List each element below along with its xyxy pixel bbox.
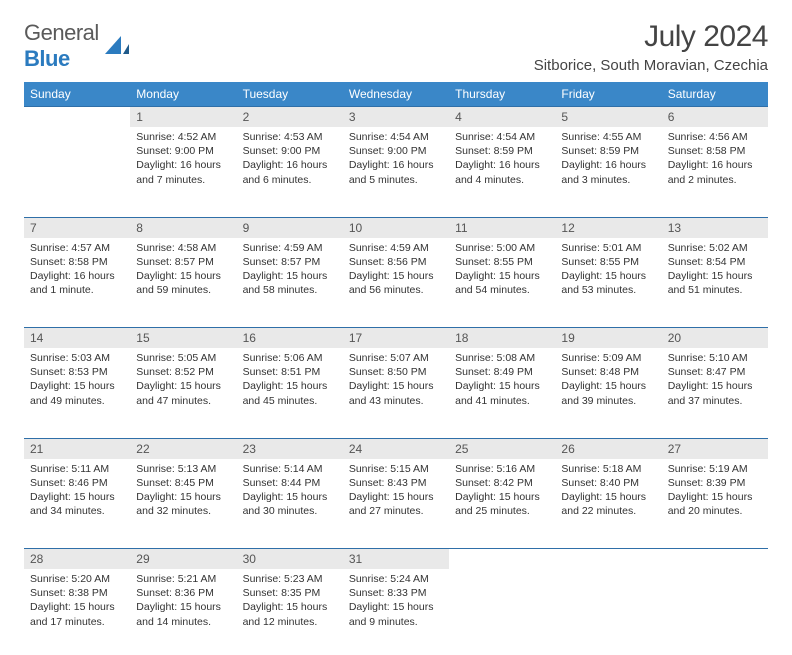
day-number-row: 21222324252627 <box>24 438 768 459</box>
day-detail-cell: Sunrise: 5:20 AMSunset: 8:38 PMDaylight:… <box>24 569 130 655</box>
weekday-header: Wednesday <box>343 82 449 107</box>
day-detail-cell <box>555 569 661 655</box>
day-number-cell: 31 <box>343 549 449 570</box>
day-detail-cell: Sunrise: 5:11 AMSunset: 8:46 PMDaylight:… <box>24 459 130 545</box>
day-detail-cell: Sunrise: 5:02 AMSunset: 8:54 PMDaylight:… <box>662 238 768 324</box>
weekday-header: Thursday <box>449 82 555 107</box>
day-detail-row: Sunrise: 5:20 AMSunset: 8:38 PMDaylight:… <box>24 569 768 655</box>
day-detail-cell: Sunrise: 5:18 AMSunset: 8:40 PMDaylight:… <box>555 459 661 545</box>
day-detail-cell: Sunrise: 5:13 AMSunset: 8:45 PMDaylight:… <box>130 459 236 545</box>
day-number-cell: 16 <box>237 328 343 349</box>
day-detail-cell: Sunrise: 5:05 AMSunset: 8:52 PMDaylight:… <box>130 348 236 434</box>
day-detail-cell: Sunrise: 5:15 AMSunset: 8:43 PMDaylight:… <box>343 459 449 545</box>
calendar-table: Sunday Monday Tuesday Wednesday Thursday… <box>24 82 768 655</box>
day-number-cell <box>449 549 555 570</box>
day-number-cell: 17 <box>343 328 449 349</box>
day-number-cell: 14 <box>24 328 130 349</box>
day-number-cell: 3 <box>343 107 449 128</box>
brand-logo: General Blue <box>24 20 131 72</box>
day-number-cell: 10 <box>343 217 449 238</box>
day-number-cell <box>555 549 661 570</box>
day-detail-cell: Sunrise: 5:08 AMSunset: 8:49 PMDaylight:… <box>449 348 555 434</box>
day-detail-cell: Sunrise: 5:21 AMSunset: 8:36 PMDaylight:… <box>130 569 236 655</box>
day-number-cell: 18 <box>449 328 555 349</box>
month-title: July 2024 <box>534 20 768 54</box>
day-number-cell: 11 <box>449 217 555 238</box>
day-number-cell: 30 <box>237 549 343 570</box>
day-number-cell: 1 <box>130 107 236 128</box>
day-detail-cell: Sunrise: 5:23 AMSunset: 8:35 PMDaylight:… <box>237 569 343 655</box>
day-number-cell: 15 <box>130 328 236 349</box>
day-detail-row: Sunrise: 4:57 AMSunset: 8:58 PMDaylight:… <box>24 238 768 324</box>
day-number-cell: 28 <box>24 549 130 570</box>
location-text: Sitborice, South Moravian, Czechia <box>534 57 768 74</box>
day-detail-cell: Sunrise: 4:57 AMSunset: 8:58 PMDaylight:… <box>24 238 130 324</box>
day-detail-cell: Sunrise: 5:01 AMSunset: 8:55 PMDaylight:… <box>555 238 661 324</box>
day-number-cell: 5 <box>555 107 661 128</box>
day-detail-cell <box>662 569 768 655</box>
weekday-header: Friday <box>555 82 661 107</box>
day-detail-cell: Sunrise: 5:00 AMSunset: 8:55 PMDaylight:… <box>449 238 555 324</box>
title-block: July 2024 Sitborice, South Moravian, Cze… <box>534 20 768 74</box>
day-number-cell: 20 <box>662 328 768 349</box>
day-number-cell: 4 <box>449 107 555 128</box>
day-number-cell: 19 <box>555 328 661 349</box>
day-number-row: 123456 <box>24 107 768 128</box>
day-detail-cell: Sunrise: 5:16 AMSunset: 8:42 PMDaylight:… <box>449 459 555 545</box>
day-number-row: 14151617181920 <box>24 328 768 349</box>
day-detail-row: Sunrise: 4:52 AMSunset: 9:00 PMDaylight:… <box>24 127 768 213</box>
header: General Blue July 2024 Sitborice, South … <box>24 20 768 74</box>
day-number-cell: 6 <box>662 107 768 128</box>
day-number-cell: 22 <box>130 438 236 459</box>
day-detail-cell: Sunrise: 5:03 AMSunset: 8:53 PMDaylight:… <box>24 348 130 434</box>
day-detail-cell <box>449 569 555 655</box>
day-detail-cell: Sunrise: 5:14 AMSunset: 8:44 PMDaylight:… <box>237 459 343 545</box>
day-detail-row: Sunrise: 5:11 AMSunset: 8:46 PMDaylight:… <box>24 459 768 545</box>
weekday-header: Sunday <box>24 82 130 107</box>
day-detail-cell: Sunrise: 5:19 AMSunset: 8:39 PMDaylight:… <box>662 459 768 545</box>
day-detail-cell: Sunrise: 4:54 AMSunset: 8:59 PMDaylight:… <box>449 127 555 213</box>
day-detail-cell: Sunrise: 4:59 AMSunset: 8:57 PMDaylight:… <box>237 238 343 324</box>
day-detail-cell: Sunrise: 4:56 AMSunset: 8:58 PMDaylight:… <box>662 127 768 213</box>
day-detail-cell: Sunrise: 4:55 AMSunset: 8:59 PMDaylight:… <box>555 127 661 213</box>
day-detail-cell: Sunrise: 4:52 AMSunset: 9:00 PMDaylight:… <box>130 127 236 213</box>
day-number-row: 78910111213 <box>24 217 768 238</box>
day-number-cell: 13 <box>662 217 768 238</box>
day-detail-cell: Sunrise: 4:59 AMSunset: 8:56 PMDaylight:… <box>343 238 449 324</box>
day-detail-cell <box>24 127 130 213</box>
day-detail-cell: Sunrise: 5:06 AMSunset: 8:51 PMDaylight:… <box>237 348 343 434</box>
day-number-cell: 24 <box>343 438 449 459</box>
day-number-cell: 7 <box>24 217 130 238</box>
day-number-cell: 29 <box>130 549 236 570</box>
day-number-cell: 12 <box>555 217 661 238</box>
weekday-header-row: Sunday Monday Tuesday Wednesday Thursday… <box>24 82 768 107</box>
weekday-header: Monday <box>130 82 236 107</box>
day-number-cell: 8 <box>130 217 236 238</box>
weekday-header: Tuesday <box>237 82 343 107</box>
day-number-cell: 27 <box>662 438 768 459</box>
day-number-cell: 26 <box>555 438 661 459</box>
day-number-row: 28293031 <box>24 549 768 570</box>
day-detail-cell: Sunrise: 4:53 AMSunset: 9:00 PMDaylight:… <box>237 127 343 213</box>
day-detail-cell: Sunrise: 5:09 AMSunset: 8:48 PMDaylight:… <box>555 348 661 434</box>
brand-part2: Blue <box>24 46 70 71</box>
day-number-cell: 23 <box>237 438 343 459</box>
day-detail-cell: Sunrise: 5:07 AMSunset: 8:50 PMDaylight:… <box>343 348 449 434</box>
day-detail-cell: Sunrise: 4:58 AMSunset: 8:57 PMDaylight:… <box>130 238 236 324</box>
day-number-cell: 25 <box>449 438 555 459</box>
day-number-cell: 21 <box>24 438 130 459</box>
day-number-cell: 2 <box>237 107 343 128</box>
day-detail-cell: Sunrise: 4:54 AMSunset: 9:00 PMDaylight:… <box>343 127 449 213</box>
weekday-header: Saturday <box>662 82 768 107</box>
day-number-cell <box>24 107 130 128</box>
day-number-cell: 9 <box>237 217 343 238</box>
day-detail-cell: Sunrise: 5:24 AMSunset: 8:33 PMDaylight:… <box>343 569 449 655</box>
brand-part1: General <box>24 20 99 45</box>
day-detail-cell: Sunrise: 5:10 AMSunset: 8:47 PMDaylight:… <box>662 348 768 434</box>
day-number-cell <box>662 549 768 570</box>
day-detail-row: Sunrise: 5:03 AMSunset: 8:53 PMDaylight:… <box>24 348 768 434</box>
logo-sail-icon <box>103 34 131 59</box>
